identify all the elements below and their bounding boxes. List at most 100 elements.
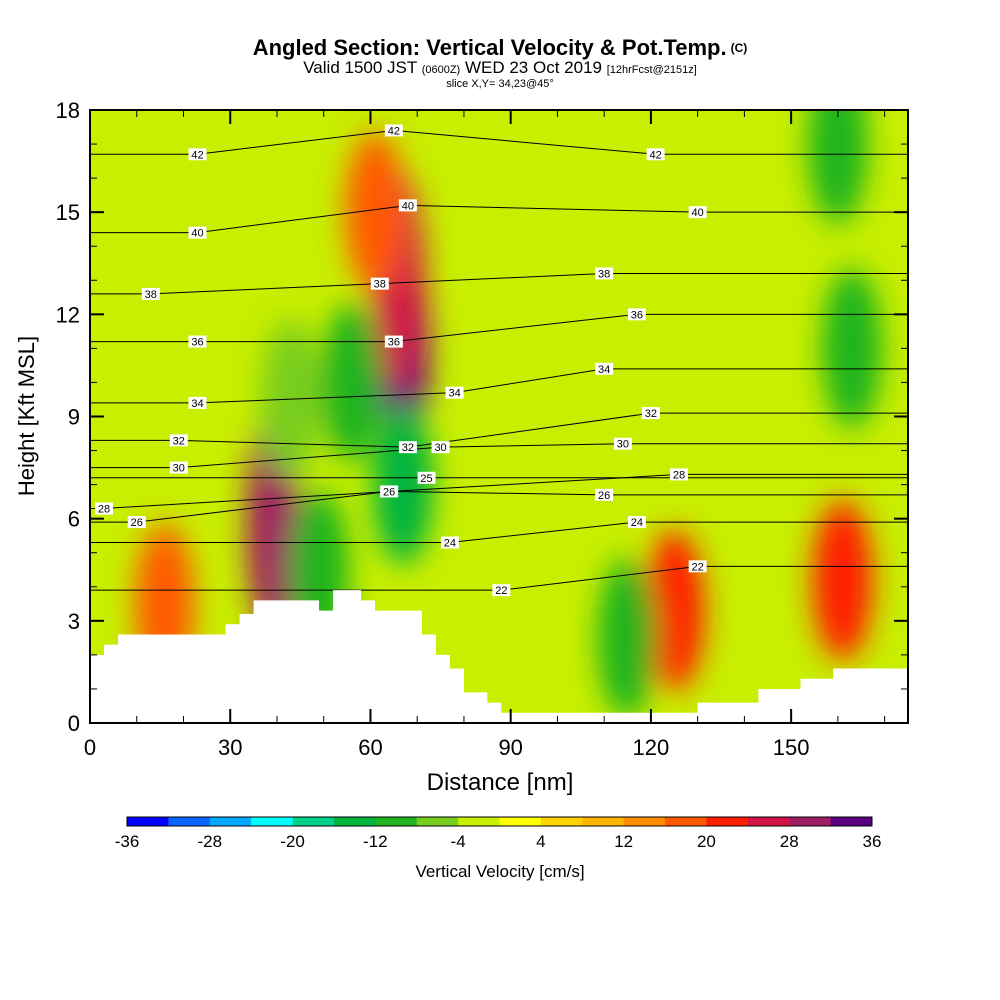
theta-label-text: 30: [434, 442, 446, 454]
theta-label-26: 25: [417, 471, 436, 485]
theta-contour-24: [90, 521, 908, 544]
theta-label-13: 34: [445, 386, 464, 400]
y-axis-label: Height [Kft MSL]: [14, 336, 39, 496]
theta-label-6: 38: [141, 287, 160, 301]
colorbar-frame: [126, 816, 873, 827]
y-tick-label: 9: [68, 405, 80, 430]
colorbar-swatch: [251, 817, 294, 826]
theta-label-text: 42: [649, 149, 661, 161]
theta-label-24: 26: [380, 485, 399, 498]
theta-label-text: 32: [402, 442, 414, 454]
theta-label-text: 38: [598, 268, 610, 280]
colorbar-swatch: [292, 817, 335, 826]
theta-label-1: 42: [384, 124, 403, 137]
theta-label-text: 30: [173, 463, 185, 475]
theta-label-12: 34: [188, 396, 207, 410]
chart-subtitle: Valid 1500 JST (0600Z) WED 23 Oct 2019 […: [303, 58, 697, 77]
theta-label-11: 36: [627, 308, 646, 321]
colorbar-swatch: [168, 817, 211, 826]
vv-feature-10: [807, 110, 868, 225]
vv-feature-5: [812, 499, 873, 660]
theta-label-text: 36: [631, 309, 643, 321]
vv-feature-11: [597, 557, 658, 718]
theta-label-18: 30: [169, 461, 188, 475]
colorbar-swatch: [706, 817, 749, 826]
theta-label-text: 38: [145, 289, 157, 301]
chart-title: Angled Section: Vertical Velocity & Pot.…: [252, 35, 748, 60]
x-tick-label: 30: [218, 735, 242, 760]
theta-label-text: 30: [617, 439, 629, 451]
theta-label-29: 22: [492, 584, 511, 597]
terrain-mask: [90, 590, 908, 723]
theta-label-5: 40: [688, 206, 707, 219]
theta-label-17: 32: [641, 407, 660, 420]
colorbar-swatch: [127, 817, 169, 826]
theta-label-text: 22: [692, 561, 704, 573]
theta-label-text: 36: [388, 337, 400, 349]
y-tick-label: 15: [56, 200, 80, 225]
colorbar-swatch: [582, 817, 625, 826]
theta-label-28: 24: [627, 516, 646, 529]
theta-label-8: 38: [595, 267, 614, 280]
title-unit: (C): [730, 41, 748, 55]
colorbar-swatch: [789, 817, 832, 826]
theta-label-27: 24: [440, 536, 459, 550]
theta-label-text: 26: [598, 490, 610, 502]
theta-label-text: 42: [388, 125, 400, 137]
theta-label-text: 34: [598, 364, 610, 376]
colorbar-tick-label: -12: [363, 832, 388, 851]
colorbar-swatch: [458, 817, 500, 826]
theta-label-15: 32: [169, 434, 188, 447]
theta-label-25: 26: [595, 488, 614, 502]
slice-info: slice X,Y= 34,23@45°: [446, 78, 554, 90]
theta-label-3: 40: [188, 226, 207, 240]
theta-label-10: 36: [384, 335, 403, 349]
theta-label-text: 26: [383, 486, 395, 498]
theta-label-text: 24: [631, 517, 643, 529]
x-tick-label: 150: [773, 735, 810, 760]
vv-feature-2: [345, 132, 406, 293]
colorbar-tick-label: 4: [536, 832, 545, 851]
theta-label-21: 28: [95, 502, 114, 515]
theta-label-16: 32: [398, 441, 417, 454]
colorbar-tick-label: 36: [863, 832, 882, 851]
theta-label-text: 38: [374, 279, 386, 291]
colorbar-tick-label: 28: [780, 832, 799, 851]
colorbar-swatch: [209, 817, 252, 826]
theta-label-9: 36: [188, 335, 207, 349]
y-tick-label: 6: [68, 507, 80, 532]
theta-label-text: 36: [191, 337, 203, 349]
vv-feature-13: [373, 404, 434, 565]
theta-label-text: 28: [673, 469, 685, 481]
theta-label-30: 22: [688, 560, 707, 573]
x-tick-label: 120: [633, 735, 670, 760]
x-tick-label: 0: [84, 735, 96, 760]
y-tick-label: 18: [56, 98, 80, 123]
x-axis-label: Distance [nm]: [427, 769, 574, 796]
theta-contour-labels: 42 42 42 40 40 40 38 38 38 36 36 36 34 34 34 32 32 32 30 30…: [95, 124, 707, 597]
theta-label-text: 42: [191, 149, 203, 161]
theta-label-text: 34: [191, 398, 203, 410]
theta-contour-22: [90, 565, 908, 591]
theta-label-text: 40: [191, 228, 203, 240]
colorbar-swatch: [333, 817, 376, 826]
theta-label-0: 42: [188, 148, 207, 161]
y-tick-label: 0: [68, 711, 80, 736]
plot-area: 42 42 42 40 40 40 38 38 38 36 36 36 34 34 34 32 32 32 30 30…: [90, 110, 908, 723]
theta-label-text: 25: [420, 473, 432, 485]
theta-label-text: 40: [692, 207, 704, 219]
colorbar-label: Vertical Velocity [cm/s]: [415, 862, 585, 881]
theta-label-text: 32: [645, 408, 657, 420]
colorbar-swatch: [623, 817, 666, 826]
background-field: [90, 110, 908, 723]
theta-label-text: 22: [495, 585, 507, 597]
colorbar-tick-label: 20: [697, 832, 716, 851]
theta-label-text: 34: [448, 388, 460, 400]
y-tick-label: 3: [68, 609, 80, 634]
colorbar-tick-label: -28: [197, 832, 222, 851]
theta-label-19: 30: [431, 441, 450, 454]
theta-label-7: 38: [370, 277, 389, 291]
colorbar-tick-label: 12: [614, 832, 633, 851]
theta-label-22: 28: [669, 468, 688, 481]
theta-label-text: 28: [98, 503, 110, 515]
